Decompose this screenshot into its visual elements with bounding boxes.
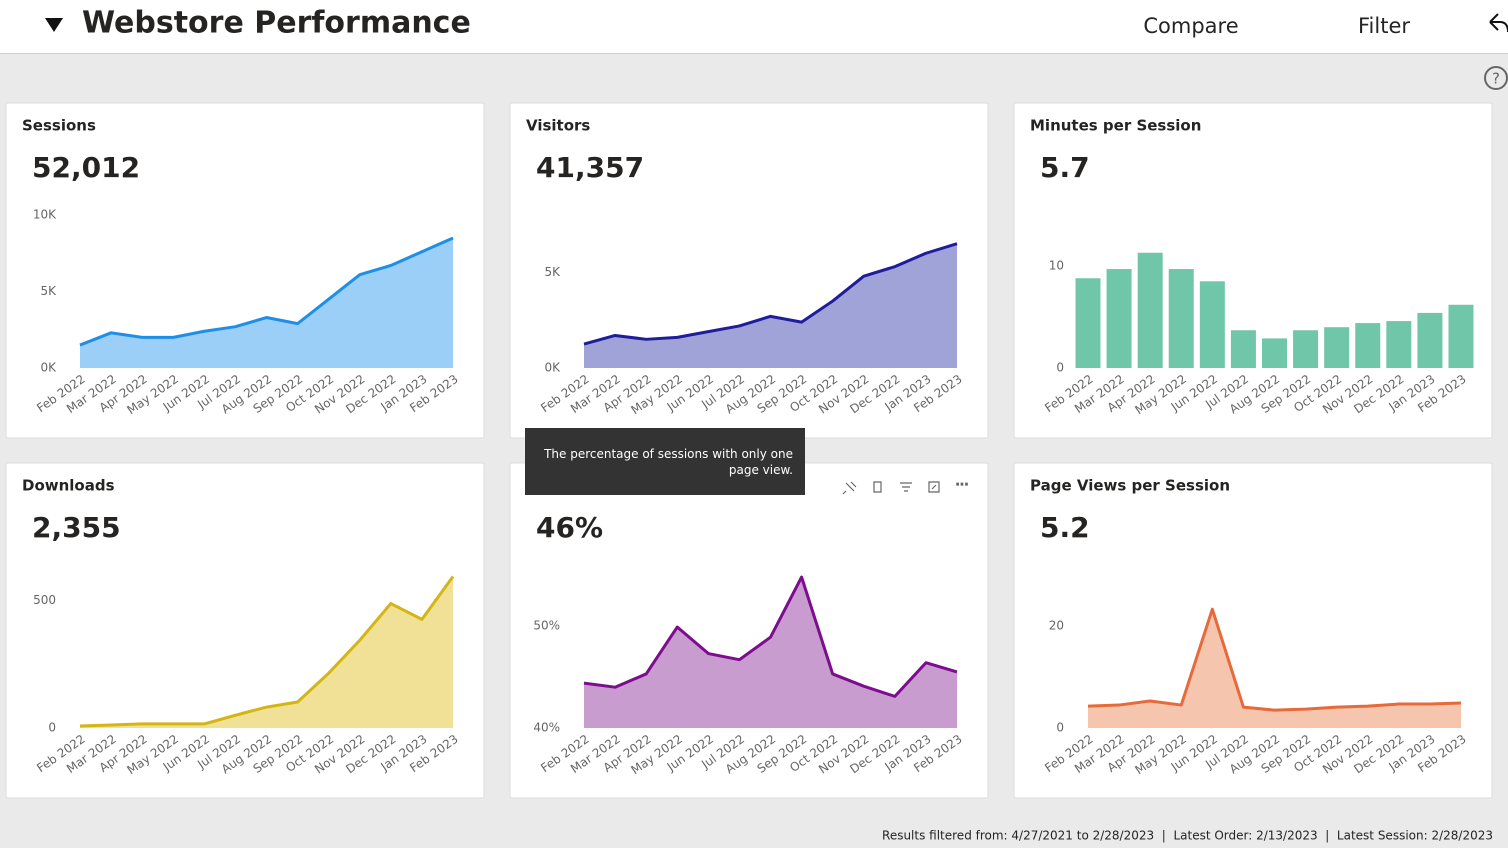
card-title: Downloads <box>22 477 115 495</box>
bar <box>1199 281 1225 368</box>
y-tick-label: 0 <box>1056 721 1064 735</box>
bar <box>1355 323 1381 368</box>
bar <box>1230 330 1256 368</box>
kpi-value: 5.2 <box>1040 511 1090 544</box>
bar <box>1262 338 1287 368</box>
bar <box>1324 327 1350 368</box>
kpi-value: 46% <box>536 511 603 544</box>
line <box>583 242 958 346</box>
y-tick-label: 5K <box>544 265 561 279</box>
kpi-value: 2,355 <box>32 511 121 544</box>
y-tick-label: 0 <box>48 721 56 735</box>
page-title: Webstore Performance <box>82 6 471 41</box>
kpi-value: 41,357 <box>536 151 644 184</box>
bar <box>1448 304 1474 368</box>
bar <box>1075 278 1101 368</box>
visual-header-icons: ··· <box>842 476 969 495</box>
y-tick-label: 0K <box>544 361 561 375</box>
header-icon[interactable] <box>928 481 940 493</box>
y-tick-label: 5K <box>40 284 57 298</box>
y-tick-label: 50% <box>533 619 560 633</box>
header-icon[interactable] <box>900 482 912 492</box>
tooltip-background <box>525 428 805 495</box>
compare-button[interactable]: Compare <box>1143 14 1238 38</box>
bar <box>1137 252 1163 368</box>
y-tick-label: 20 <box>1049 619 1064 633</box>
y-tick-label: 0K <box>40 361 57 375</box>
area <box>80 237 453 368</box>
help-icon-text: ? <box>1492 70 1500 88</box>
help-icon[interactable] <box>1484 66 1508 90</box>
area <box>80 576 453 728</box>
header-bar <box>0 0 1508 53</box>
collapse-icon[interactable] <box>45 18 63 32</box>
kpi-value: 5.7 <box>1040 151 1090 184</box>
tooltip-box: The percentage of sessions with only one… <box>544 447 793 477</box>
line <box>583 575 958 698</box>
card-title: Visitors <box>526 117 590 135</box>
filter-button[interactable]: Filter <box>1358 14 1410 38</box>
y-tick-label: 0 <box>1056 361 1064 375</box>
y-tick-label: 500 <box>33 593 56 607</box>
header-icon[interactable] <box>873 481 882 493</box>
kpi-value: 52,012 <box>32 151 140 184</box>
line <box>79 236 454 347</box>
y-tick-label: 40% <box>533 721 560 735</box>
y-tick-label: 10K <box>33 208 57 222</box>
footer-text: Results filtered from: 4/27/2021 to 2/28… <box>882 829 1493 843</box>
header-icon[interactable] <box>842 481 857 495</box>
area <box>584 577 957 728</box>
card-title: Minutes per Session <box>1030 117 1201 135</box>
bar <box>1168 269 1194 368</box>
tooltip: The percentage of sessions with only one… <box>525 428 805 495</box>
area <box>584 243 957 368</box>
card-title: Sessions <box>22 117 96 135</box>
bar <box>1417 312 1443 368</box>
y-tick-label: 10 <box>1049 259 1064 273</box>
card-title: Page Views per Session <box>1030 477 1230 495</box>
tooltip-text: The percentage of sessions with only one… <box>544 447 793 477</box>
bar <box>1386 321 1412 368</box>
bar <box>1293 330 1319 368</box>
line <box>79 575 455 728</box>
area <box>1088 609 1461 728</box>
line <box>1087 607 1462 712</box>
bar <box>1106 269 1132 368</box>
more-icon: ··· <box>955 477 968 493</box>
